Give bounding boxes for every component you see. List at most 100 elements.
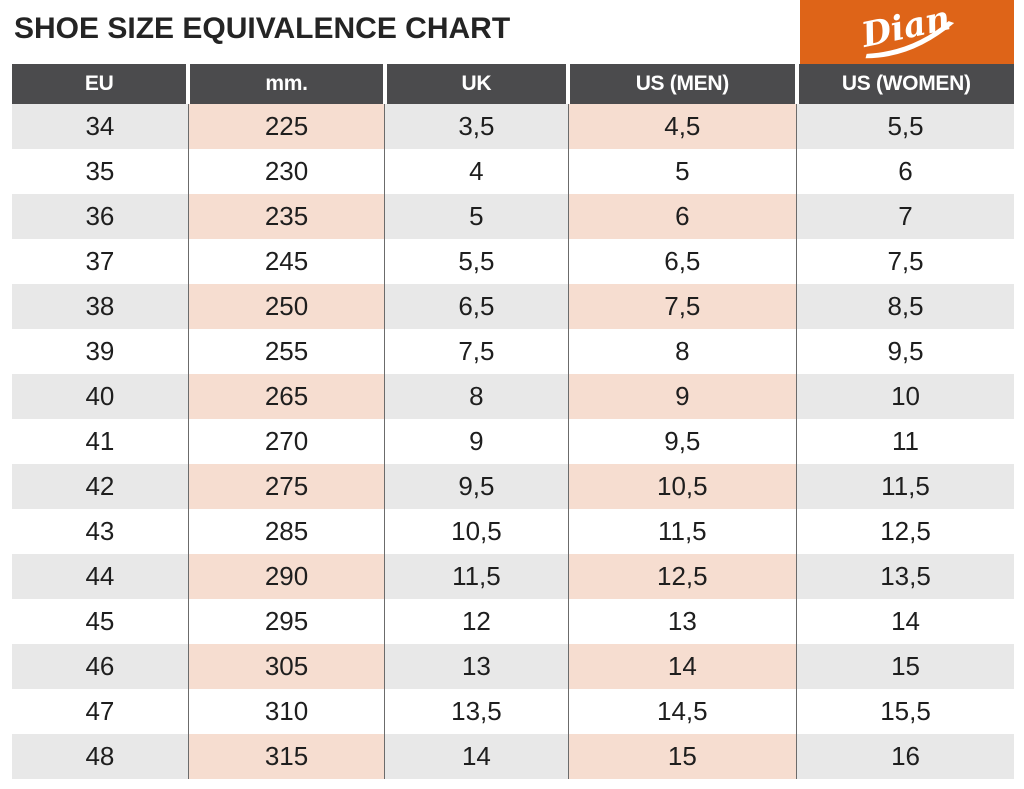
page-title: SHOE SIZE EQUIVALENCE CHART — [14, 12, 511, 45]
cell-mm: 290 — [187, 554, 385, 599]
table-body: 34 225 3,5 4,5 5,5 35 230 4 5 6 36 235 5 6 7 37 245 5,5 6,… — [12, 104, 1014, 779]
cell-mm: 225 — [187, 104, 385, 149]
table-row: 36 235 5 6 7 — [12, 194, 1014, 239]
brand-logo-swash — [865, 21, 955, 59]
brand-logo-icon: Dian — [857, 2, 955, 59]
table-row: 47 310 13,5 14,5 15,5 — [12, 689, 1014, 734]
table-row: 35 230 4 5 6 — [12, 149, 1014, 194]
cell-uk: 7,5 — [384, 329, 569, 374]
size-chart-table: EU mm. UK US (MEN) US (WOMEN) 34 225 3,5 4,5 5,5… — [12, 64, 1014, 779]
cell-mm: 230 — [187, 149, 385, 194]
cell-eu: 39 — [12, 329, 189, 374]
cell-us-men: 13 — [567, 599, 797, 644]
cell-us-women: 7 — [796, 194, 1014, 239]
cell-us-men: 9,5 — [567, 419, 797, 464]
cell-eu: 37 — [12, 239, 189, 284]
cell-us-women: 8,5 — [796, 284, 1014, 329]
cell-eu: 38 — [12, 284, 189, 329]
table-row: 42 275 9,5 10,5 11,5 — [12, 464, 1014, 509]
cell-uk: 5 — [384, 194, 569, 239]
cell-eu: 46 — [12, 644, 189, 689]
cell-us-men: 10,5 — [567, 464, 797, 509]
cell-mm: 305 — [187, 644, 385, 689]
column-header-uk: UK — [382, 64, 569, 104]
cell-mm: 250 — [187, 284, 385, 329]
cell-eu: 45 — [12, 599, 189, 644]
cell-eu: 44 — [12, 554, 189, 599]
cell-uk: 13,5 — [384, 689, 569, 734]
cell-mm: 235 — [187, 194, 385, 239]
cell-uk: 3,5 — [384, 104, 569, 149]
cell-us-men: 14 — [567, 644, 797, 689]
cell-mm: 270 — [187, 419, 385, 464]
top-bar: SHOE SIZE EQUIVALENCE CHART Dian — [0, 0, 1024, 64]
cell-us-men: 5 — [567, 149, 797, 194]
cell-eu: 35 — [12, 149, 189, 194]
cell-uk: 9 — [384, 419, 569, 464]
cell-uk: 4 — [384, 149, 569, 194]
cell-uk: 9,5 — [384, 464, 569, 509]
cell-uk: 12 — [384, 599, 569, 644]
cell-mm: 265 — [187, 374, 385, 419]
cell-eu: 42 — [12, 464, 189, 509]
cell-us-women: 6 — [796, 149, 1014, 194]
cell-us-women: 14 — [796, 599, 1014, 644]
cell-eu: 47 — [12, 689, 189, 734]
table-row: 43 285 10,5 11,5 12,5 — [12, 509, 1014, 554]
cell-mm: 275 — [187, 464, 385, 509]
cell-mm: 295 — [187, 599, 385, 644]
cell-us-men: 9 — [567, 374, 797, 419]
cell-mm: 315 — [187, 734, 385, 779]
cell-us-men: 15 — [567, 734, 797, 779]
cell-us-men: 8 — [567, 329, 797, 374]
cell-us-men: 12,5 — [567, 554, 797, 599]
column-header-us-men: US (MEN) — [566, 64, 797, 104]
cell-us-women: 5,5 — [796, 104, 1014, 149]
table-header-row: EU mm. UK US (MEN) US (WOMEN) — [12, 64, 1014, 104]
cell-eu: 41 — [12, 419, 189, 464]
table-row: 34 225 3,5 4,5 5,5 — [12, 104, 1014, 149]
size-chart: EU mm. UK US (MEN) US (WOMEN) 34 225 3,5 4,5 5,5… — [12, 64, 1014, 779]
table-row: 39 255 7,5 8 9,5 — [12, 329, 1014, 374]
cell-uk: 6,5 — [384, 284, 569, 329]
cell-mm: 285 — [187, 509, 385, 554]
table-row: 40 265 8 9 10 — [12, 374, 1014, 419]
brand-logo: Dian — [800, 0, 1014, 64]
cell-us-women: 15 — [796, 644, 1014, 689]
cell-mm: 245 — [187, 239, 385, 284]
cell-uk: 14 — [384, 734, 569, 779]
cell-uk: 5,5 — [384, 239, 569, 284]
table-row: 48 315 14 15 16 — [12, 734, 1014, 779]
cell-us-men: 7,5 — [567, 284, 797, 329]
cell-uk: 11,5 — [384, 554, 569, 599]
table-row: 37 245 5,5 6,5 7,5 — [12, 239, 1014, 284]
cell-us-women: 7,5 — [796, 239, 1014, 284]
cell-us-women: 10 — [796, 374, 1014, 419]
cell-eu: 34 — [12, 104, 189, 149]
cell-us-women: 16 — [796, 734, 1014, 779]
column-header-eu: EU — [12, 64, 189, 104]
table-row: 44 290 11,5 12,5 13,5 — [12, 554, 1014, 599]
table-row: 46 305 13 14 15 — [12, 644, 1014, 689]
table-header: EU mm. UK US (MEN) US (WOMEN) — [12, 64, 1014, 104]
cell-us-men: 11,5 — [567, 509, 797, 554]
cell-us-women: 11,5 — [796, 464, 1014, 509]
cell-us-women: 9,5 — [796, 329, 1014, 374]
cell-us-men: 4,5 — [567, 104, 797, 149]
cell-us-men: 14,5 — [567, 689, 797, 734]
table-row: 45 295 12 13 14 — [12, 599, 1014, 644]
cell-eu: 40 — [12, 374, 189, 419]
column-header-mm: mm. — [186, 64, 385, 104]
table-row: 38 250 6,5 7,5 8,5 — [12, 284, 1014, 329]
cell-us-men: 6 — [567, 194, 797, 239]
cell-us-women: 12,5 — [796, 509, 1014, 554]
table-row: 41 270 9 9,5 11 — [12, 419, 1014, 464]
cell-mm: 310 — [187, 689, 385, 734]
cell-us-women: 11 — [796, 419, 1014, 464]
cell-mm: 255 — [187, 329, 385, 374]
cell-us-men: 6,5 — [567, 239, 797, 284]
cell-us-women: 15,5 — [796, 689, 1014, 734]
cell-uk: 8 — [384, 374, 569, 419]
cell-uk: 13 — [384, 644, 569, 689]
cell-eu: 48 — [12, 734, 189, 779]
